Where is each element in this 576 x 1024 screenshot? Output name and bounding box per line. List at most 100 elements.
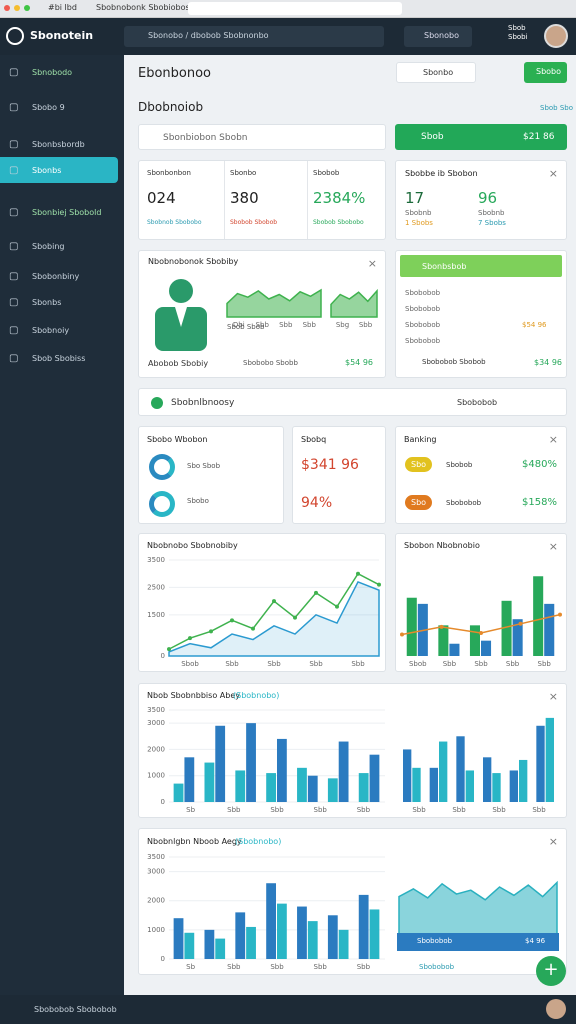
value: $4 96	[525, 937, 546, 945]
area-chart: Sbg Sbb	[330, 288, 378, 329]
nav-item[interactable]: Sbonbs	[32, 298, 62, 307]
nav-icon[interactable]: ▢	[9, 325, 19, 336]
bar	[297, 906, 307, 959]
point	[479, 631, 483, 635]
area-footer: Sbobobob $4 96	[397, 933, 559, 951]
tab[interactable]: Sbobnobonk Sbobiobosk	[96, 3, 195, 12]
search[interactable]: Sbonobo / dbobob Sbobnonbo	[124, 26, 384, 47]
nav-icon[interactable]: ▢	[9, 139, 19, 150]
close[interactable]: ×	[548, 690, 558, 703]
nav-icon[interactable]: ▢	[9, 353, 19, 364]
x-tick-label: Sbb	[225, 660, 239, 668]
point	[356, 571, 360, 576]
bar	[204, 762, 215, 802]
button-text: Sbonobo	[424, 31, 459, 40]
section-bar-title: Sbobnlbnoosy	[171, 398, 235, 408]
bar	[469, 625, 480, 656]
x-tick-label: Sb	[186, 806, 195, 814]
action-button[interactable]: Sbobo	[524, 62, 567, 83]
x-tick-label: Sbb	[227, 963, 241, 971]
value: 96	[478, 189, 498, 207]
bar-chart: Sbob Sbb Sbb Sbb Sbb	[400, 576, 562, 668]
wide-card: Nbob Sbobnbbiso Abey (Sbobnobo) × 0 1000 20…	[138, 683, 567, 818]
nav-icon[interactable]: ▢	[9, 297, 19, 308]
bar	[266, 883, 276, 959]
x-tick-label: Sbb	[357, 806, 371, 814]
section-link[interactable]: Sbob Sbo	[540, 104, 574, 112]
close[interactable]: ×	[548, 167, 558, 180]
row-label: Sbobo	[187, 497, 209, 505]
sidebar: ▢ Sbnobodo ▢ Sbobo 9 ▢ Sbonbsbordb ▢ Sbonbs ▢ Sbo…	[0, 55, 124, 995]
label: Sbobobob	[417, 937, 453, 945]
amount-card: Sbobq $341 96 94%	[292, 426, 386, 524]
card-title: Sbobon Nbobnobio	[404, 541, 480, 550]
stat-label: Sbobob	[313, 169, 340, 177]
header-button[interactable]: Sbonobo	[404, 26, 472, 47]
nav-item[interactable]: Sbobnoiy	[32, 326, 70, 335]
nav-icon[interactable]: ▢	[9, 271, 19, 282]
nav-icon[interactable]: ▢	[9, 102, 19, 113]
bar	[369, 909, 380, 959]
close[interactable]: ×	[548, 433, 558, 446]
card-title: Nbob Sbobnbbiso Abey	[147, 691, 240, 700]
nav-item[interactable]: Sbobing	[32, 242, 65, 251]
nav-item[interactable]: Sbobo 9	[32, 103, 65, 112]
y-tick-label: 2000	[147, 745, 165, 753]
line-card: Nbobnobo Sbobnobiby 0 1500 2500 3500 Sbob Sbb…	[138, 533, 386, 672]
stat-label: Sbonbonbon	[147, 169, 191, 177]
nav-item[interactable]: Sbonbs	[32, 166, 62, 175]
nav-icon[interactable]: ▢	[9, 67, 19, 78]
bar	[173, 918, 184, 959]
card-title: Nbobnobo Sbobnobiby	[147, 541, 238, 550]
footer: Sbobobob Sbobobob	[0, 995, 576, 1024]
user-name: Sbob Sbobi	[508, 24, 528, 41]
point	[209, 629, 213, 634]
avatar[interactable]	[544, 24, 568, 48]
select[interactable]: Sbonbo	[396, 62, 476, 83]
bar	[509, 770, 518, 802]
bar	[412, 767, 421, 802]
search-box[interactable]: Sbonbiobon Sbobn	[138, 124, 386, 150]
active-item[interactable]	[0, 157, 118, 183]
icon	[151, 397, 163, 409]
row-value: $158%	[522, 497, 557, 508]
bar	[184, 932, 195, 959]
stat-value: 380	[230, 189, 259, 207]
nav-icon[interactable]: ▢	[9, 207, 19, 218]
divider	[307, 161, 308, 239]
nav-item[interactable]: Sbonbiej Sbobold	[32, 208, 102, 217]
close[interactable]: ×	[548, 540, 558, 553]
close[interactable]: ×	[548, 835, 558, 848]
nav-item[interactable]: Sbonbsbordb	[32, 140, 85, 149]
point	[230, 618, 234, 623]
bar	[235, 912, 246, 959]
nav-icon[interactable]: ▢	[9, 165, 19, 176]
section-bar-button[interactable]: Sbobobob	[457, 398, 498, 407]
fab[interactable]: +	[536, 956, 566, 986]
footer-text: Sbobobob	[419, 963, 455, 971]
button-text: Sbobo	[536, 67, 562, 76]
bar-chart: 0 1000 2000 3000 3500 Sb Sbb Sbb Sbb Sbb	[147, 853, 385, 971]
close[interactable]: ×	[367, 257, 377, 270]
nav-icon[interactable]: ▢	[9, 241, 19, 252]
tab[interactable]: #bi lbd	[48, 3, 77, 12]
amount: $341 96	[301, 457, 359, 473]
nav-item[interactable]: Sbob Sbobiss	[32, 354, 86, 363]
nav-item[interactable]: Sbnobodo	[32, 68, 73, 77]
avatar[interactable]	[546, 999, 566, 1019]
stat-note: Sbobnob Sbobobo	[147, 219, 202, 226]
bar-card: Sbobon Nbobnobio × Sbob Sbb Sbb Sbb Sbb	[395, 533, 567, 672]
x-tick-label: Sbb	[270, 806, 284, 814]
bar	[215, 725, 226, 802]
card-title: Sbobo Wbobon	[147, 435, 208, 444]
address-bar[interactable]	[188, 2, 402, 15]
bar	[429, 767, 438, 802]
nav-item[interactable]: Sbobonbiny	[32, 272, 80, 281]
row-label: Sbobobob	[405, 305, 441, 313]
y-tick-label: 1500	[147, 611, 165, 619]
row-label: Sbobob	[446, 461, 473, 469]
bar	[533, 576, 544, 656]
green-bar[interactable]: Sbob $21 86	[395, 124, 567, 150]
